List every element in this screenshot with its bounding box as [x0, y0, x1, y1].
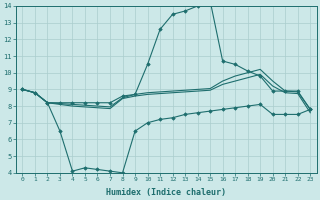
X-axis label: Humidex (Indice chaleur): Humidex (Indice chaleur)	[106, 188, 226, 197]
